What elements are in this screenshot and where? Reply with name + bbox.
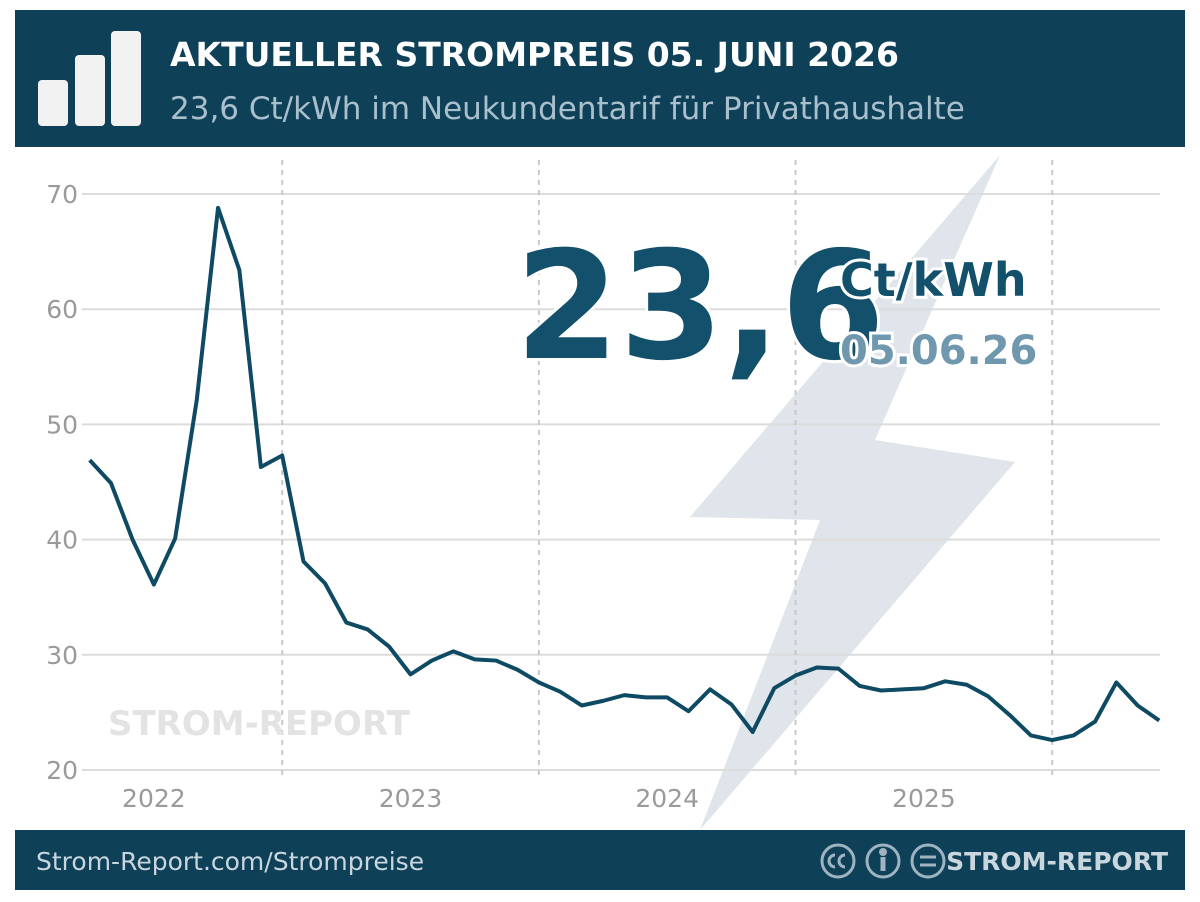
headline-date: 05.06.26 [840,328,1037,374]
footer-brand: STROM-REPORT [946,847,1168,876]
y-tick-label: 30 [46,641,78,670]
lightning-bolt [690,155,1015,830]
y-tick-label: 70 [46,180,78,209]
data-line [88,205,1161,743]
y-tick-label: 60 [46,295,78,324]
icon-bar [75,55,105,126]
x-tick-label: 2024 [635,784,699,813]
watermark: STROM-REPORT [108,704,411,744]
icon-bar [111,31,141,126]
x-tick-label: 2022 [122,784,186,813]
headline-unit: Ct/kWh [840,253,1027,307]
footer-url: Strom-Report.com/Strompreise [36,847,424,876]
chart-title: AKTUELLER STROMPREIS 05. JUNI 2026 [170,35,899,74]
footer-band [15,830,1185,890]
x-tick-label: 2025 [892,784,956,813]
y-tick-label: 20 [46,756,78,785]
grid: 20 30 40 50 60 70 2022 2023 2024 2025 [46,160,1160,813]
headline-value: 23,6 [515,220,885,394]
chart-subtitle: 23,6 Ct/kWh im Neukundentarif für Privat… [170,91,965,127]
icon-bar [38,80,68,126]
y-tick-label: 40 [46,526,78,555]
y-tick-label: 50 [46,410,78,439]
x-tick-label: 2023 [379,784,443,813]
license-icons [820,843,946,879]
header-band [15,10,1185,147]
plot [88,205,1161,743]
